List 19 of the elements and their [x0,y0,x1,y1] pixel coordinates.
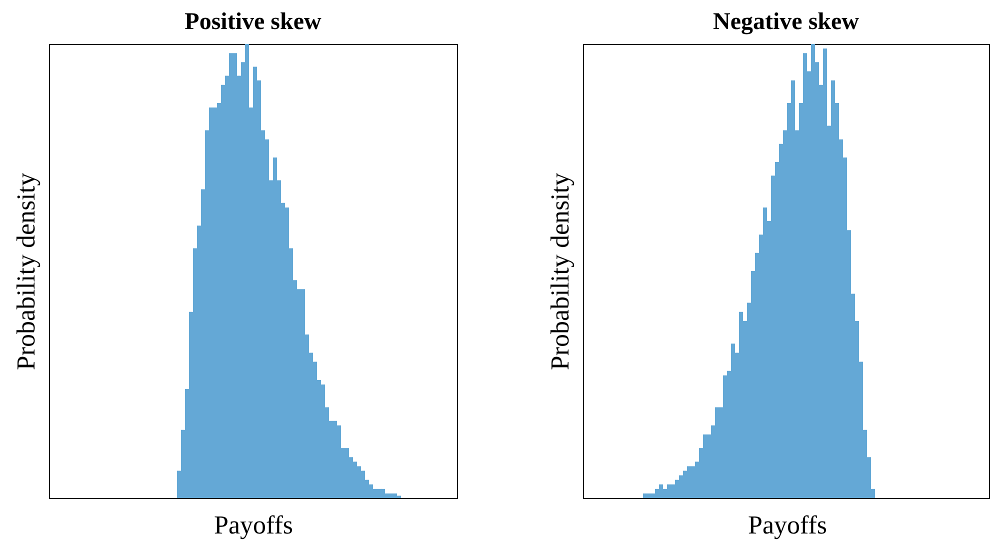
bar [381,488,385,498]
bar [667,484,671,498]
x-axis-title: Payoffs [748,510,827,540]
bar [675,480,679,498]
bar [385,493,389,498]
y-axis-title: Probability density [546,172,574,370]
bar [643,493,647,498]
bar [369,484,373,498]
chart-title: Negative skew [713,9,860,35]
bar [723,375,727,498]
bar [393,493,397,498]
bar [337,425,341,498]
bar [659,484,663,498]
y-axis-title: Probability density [12,172,40,370]
bar [655,488,659,498]
x-axis-title: Payoffs [214,510,293,540]
bar [679,475,683,498]
bar [651,493,655,498]
chart-title: Positive skew [184,9,322,35]
